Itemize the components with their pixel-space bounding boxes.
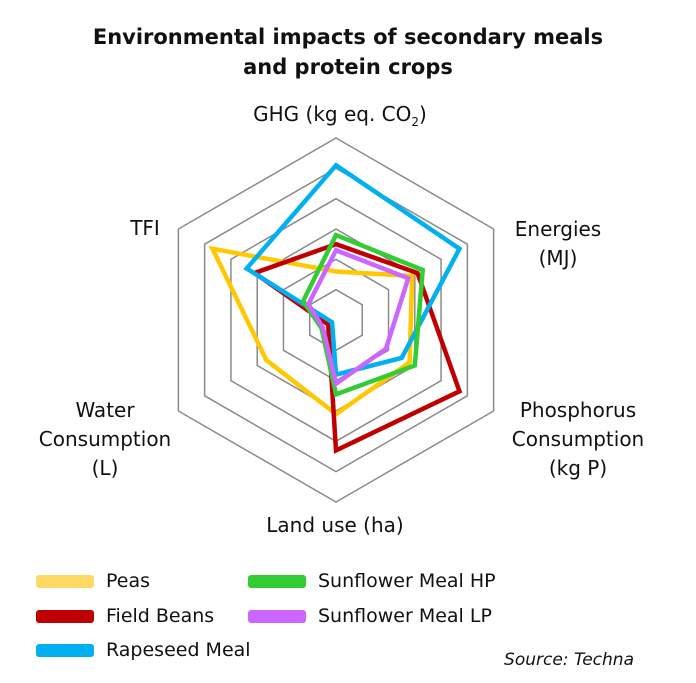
legend-item-sunflower-meal-hp: Sunflower Meal HP xyxy=(248,570,496,592)
legend-swatch xyxy=(248,574,306,588)
legend-item-field-beans: Field Beans xyxy=(36,605,214,627)
chart-title: Environmental impacts of secondary meals… xyxy=(0,22,696,82)
axis-label-phosphorus: Phosphorus Consumption (kg P) xyxy=(511,398,645,480)
legend-label: Rapeseed Meal xyxy=(106,639,251,661)
grid-ring xyxy=(177,137,495,503)
series-sunflower-meal-lp xyxy=(305,247,412,388)
series-sunflower-meal-hp xyxy=(300,232,426,398)
legend-label: Sunflower Meal LP xyxy=(318,605,492,627)
axis-label-land-use: Land use (ha) xyxy=(266,513,404,537)
legend-swatch xyxy=(36,574,94,588)
grid-ring xyxy=(203,167,469,473)
axis-label-tfi: TFI xyxy=(130,216,160,240)
title-line-1: Environmental impacts of secondary meals xyxy=(92,25,604,49)
title-line-2: and protein crops xyxy=(243,55,453,79)
axis-label-water: Water Consumption (L) xyxy=(38,398,172,480)
axis-label-ghg: GHG (kg eq. CO2) xyxy=(253,102,427,129)
axis-label-energies: Energies (MJ) xyxy=(514,217,602,270)
series-field-beans xyxy=(249,241,463,454)
legend-item-sunflower-meal-lp: Sunflower Meal LP xyxy=(248,605,492,627)
legend-label: Peas xyxy=(106,570,151,592)
legend-item-rapeseed-meal: Rapeseed Meal xyxy=(36,639,251,661)
legend-label: Sunflower Meal HP xyxy=(318,570,496,592)
legend-label: Field Beans xyxy=(106,605,215,627)
legend-item-peas: Peas xyxy=(36,570,150,592)
legend-swatch xyxy=(36,643,94,657)
series-peas xyxy=(208,245,415,417)
legend-swatch xyxy=(248,609,306,623)
source-note: Source: Techna xyxy=(504,650,634,670)
legend-swatch xyxy=(36,609,94,623)
